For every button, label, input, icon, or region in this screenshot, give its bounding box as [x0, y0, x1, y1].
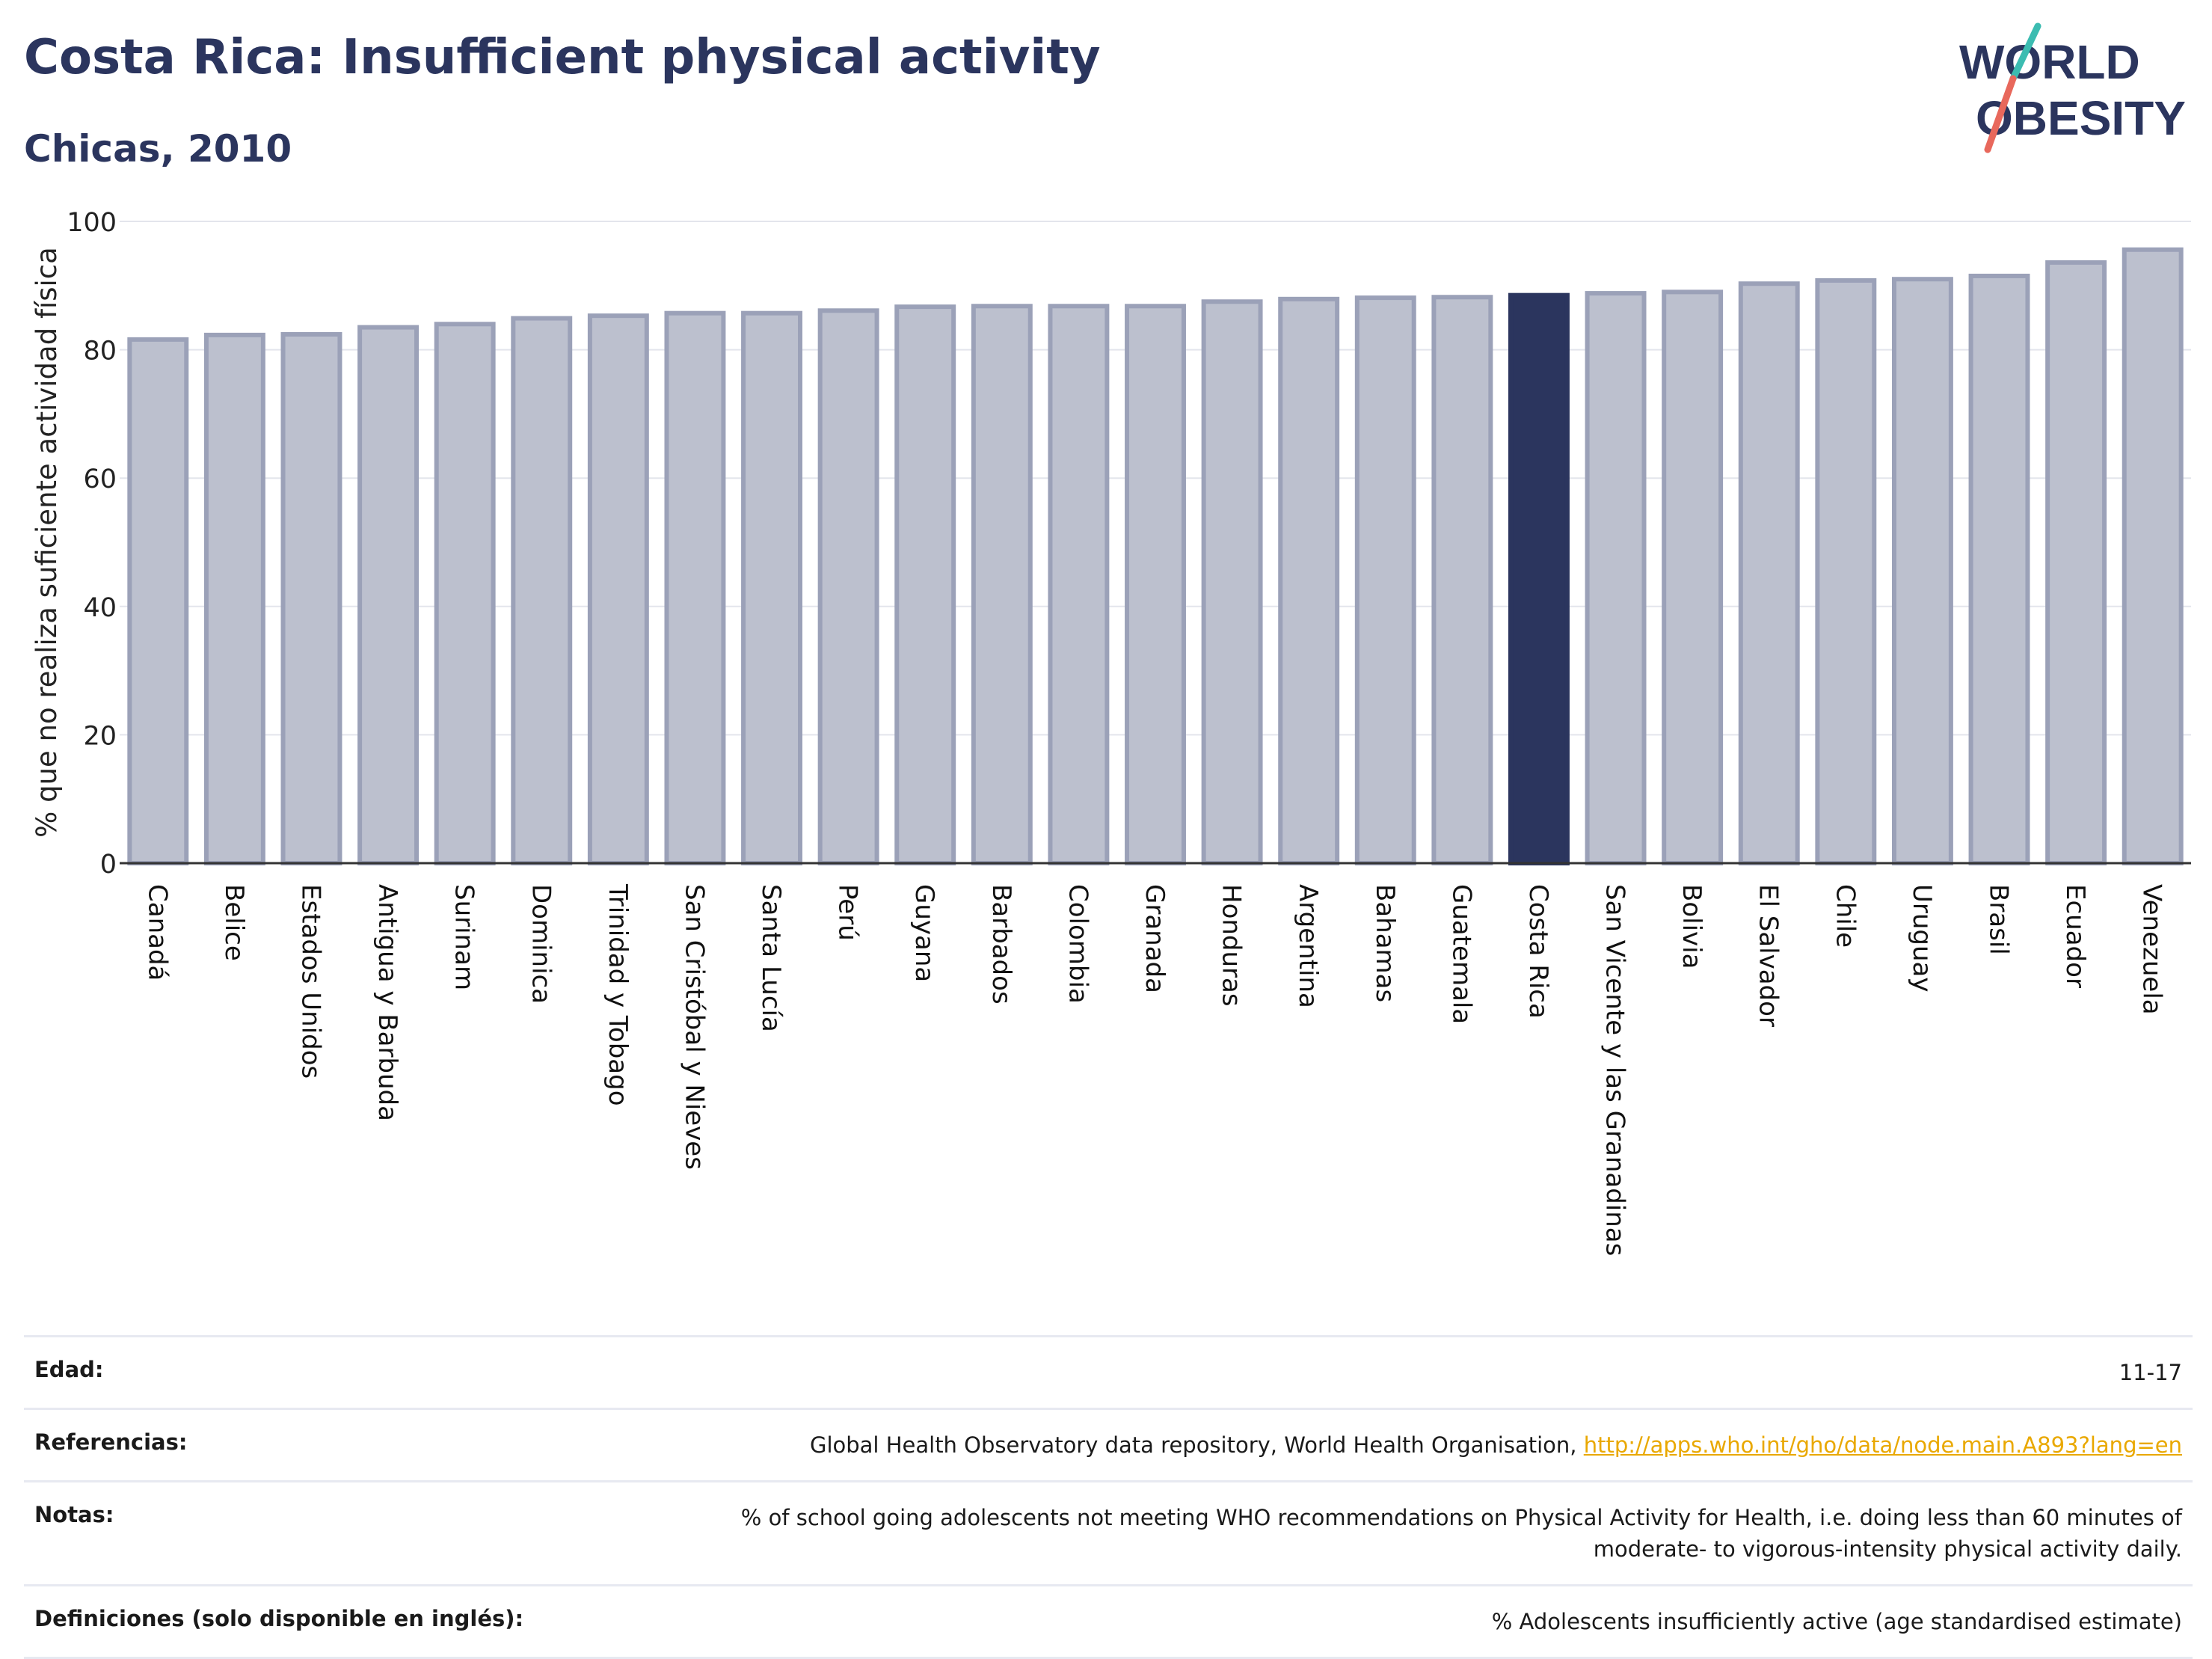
bar	[2045, 260, 2107, 865]
reference-text: Global Health Observatory data repositor…	[809, 1432, 1584, 1459]
bars	[127, 247, 2184, 866]
info-key-notes: Notas:	[34, 1502, 114, 1528]
bar	[511, 316, 573, 866]
bar	[1048, 304, 1110, 866]
bar	[971, 304, 1033, 866]
x-tick-label: Honduras	[1217, 884, 1247, 1007]
logo-slash-top	[2009, 22, 2042, 82]
info-key-age: Edad:	[34, 1357, 104, 1382]
chart-subtitle: Chicas, 2010	[24, 127, 292, 171]
notes-text-line2: moderate- to vigorous-intensity physical…	[1593, 1536, 2182, 1563]
x-tick-label: Argentina	[1293, 884, 1323, 1008]
bar	[1968, 273, 2030, 865]
bar	[1354, 295, 1416, 865]
x-tick-label: Belice	[219, 884, 249, 961]
x-tick-label: Chile	[1830, 884, 1860, 948]
x-tick-label: Uruguay	[1907, 884, 1937, 993]
info-value-definitions: % Adolescents insufficiently active (age…	[1491, 1609, 2182, 1635]
info-value-references: Global Health Observatory data repositor…	[810, 1429, 2182, 1461]
bar	[1278, 296, 1340, 865]
info-row-age: Edad: 11-17	[24, 1335, 2193, 1408]
x-tick-label: Perú	[833, 884, 863, 941]
y-tick-labels: 0 20 40 60 80 100	[67, 208, 117, 880]
x-tick-label: Santa Lucía	[756, 884, 786, 1032]
x-tick-label: Venezuela	[2137, 884, 2167, 1015]
bar	[1431, 295, 1493, 865]
bar	[1815, 277, 1877, 866]
logo-text-line1: WORLD	[1959, 35, 2140, 89]
x-tick-label: Bolivia	[1677, 884, 1706, 969]
logo-text-line2: OBESITY	[1976, 91, 2186, 145]
x-tick-label: Dominica	[526, 884, 556, 1004]
bar	[1125, 304, 1186, 866]
bar	[2122, 247, 2184, 865]
info-row-references: Referencias: Global Health Observatory d…	[24, 1408, 2193, 1480]
bar	[434, 322, 496, 865]
x-tick-label: Costa Rica	[1523, 884, 1553, 1019]
bar	[741, 310, 802, 866]
info-row-definitions: Definiciones (solo disponible en inglés)…	[24, 1584, 2193, 1659]
bar	[280, 332, 342, 865]
bar	[127, 337, 189, 865]
y-tick-label: 40	[83, 593, 117, 623]
world-obesity-logo: WORLD OBESITY	[1959, 22, 2186, 153]
info-value-notes: % of school going adolescents not meetin…	[741, 1502, 2182, 1565]
bar	[1585, 291, 1647, 865]
bar	[1662, 289, 1724, 865]
x-tick-label: Canadá	[142, 884, 172, 981]
bar	[817, 308, 879, 865]
y-tick-label: 20	[83, 721, 117, 751]
bar	[1508, 292, 1570, 866]
y-tick-label: 100	[67, 208, 117, 238]
bar	[357, 325, 420, 865]
x-tick-label: Guatemala	[1446, 884, 1476, 1024]
x-tick-label: Antigua y Barbuda	[372, 884, 402, 1121]
bar	[1201, 299, 1263, 865]
y-tick-label: 60	[83, 464, 117, 494]
x-tick-label: Ecuador	[2060, 884, 2090, 988]
x-tick-label: Estados Unidos	[295, 884, 325, 1079]
bar	[203, 332, 265, 865]
bar	[1891, 277, 1953, 866]
bar-chart: 0 20 40 60 80 100 % que no realiza suficiente…	[31, 208, 2191, 1256]
logo-slash-bottom	[1984, 75, 2017, 153]
x-tick-label: Barbados	[986, 884, 1016, 1005]
info-key-definitions: Definiciones (solo disponible en inglés)…	[34, 1606, 524, 1632]
x-tick-label: Colombia	[1063, 884, 1093, 1004]
x-tick-label: El Salvador	[1754, 884, 1784, 1027]
bar	[587, 313, 649, 866]
x-tick-label: San Cristóbal y Nieves	[679, 884, 709, 1170]
y-axis-label: % que no realiza suficiente actividad fí…	[31, 247, 63, 838]
y-tick-label: 0	[100, 850, 117, 880]
x-tick-label: Surinam	[449, 884, 479, 990]
bar	[664, 310, 726, 866]
bar	[894, 304, 956, 865]
x-tick-label: Granada	[1140, 884, 1170, 993]
x-tick-label: Guyana	[909, 884, 939, 982]
info-key-references: Referencias:	[34, 1429, 188, 1456]
y-tick-label: 80	[83, 337, 117, 367]
x-tick-label: Bahamas	[1370, 884, 1400, 1002]
x-tick-labels: Canadá Belice Estados Unidos Antigua y Barb…	[142, 883, 2166, 1256]
info-table: Edad: 11-17 Referencias: Global Health O…	[24, 1335, 2193, 1659]
x-tick-label: Brasil	[1984, 884, 2014, 955]
bar	[1738, 281, 1800, 865]
x-tick-label: San Vicente y las Granadinas	[1600, 884, 1630, 1256]
notes-text-line1: % of school going adolescents not meetin…	[740, 1505, 2182, 1531]
reference-link[interactable]: http://apps.who.int/gho/data/node.main.A…	[1583, 1432, 2182, 1459]
info-row-notes: Notas: % of school going adolescents not…	[24, 1480, 2193, 1584]
info-value-age: 11-17	[2119, 1360, 2182, 1385]
x-tick-label: Trinidad y Tobago	[603, 883, 633, 1106]
chart-title: Costa Rica: Insufficient physical activi…	[24, 30, 1101, 85]
